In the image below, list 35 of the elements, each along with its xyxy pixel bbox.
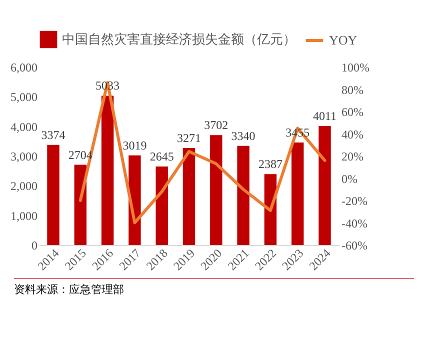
data-label: 2645: [150, 150, 174, 164]
bar: [210, 135, 222, 245]
y2-tick-label: 0%: [342, 172, 358, 186]
legend-label: YOY: [329, 32, 358, 48]
y2-tick-label: 100%: [342, 60, 370, 74]
data-label: 3019: [122, 138, 147, 152]
data-label: 3340: [231, 128, 256, 143]
y-tick-label: 6,000: [10, 60, 38, 74]
legend-label: 中国自然灾害直接经济损失金额（亿元）: [62, 32, 296, 46]
bar: [318, 126, 331, 245]
data-label: 3702: [204, 118, 228, 132]
bar: [237, 146, 250, 245]
bar: [101, 96, 114, 245]
y2-tick-label: -60%: [342, 238, 368, 252]
y-tick-label: 1,000: [10, 208, 38, 223]
y-tick-label: 5,000: [10, 90, 38, 104]
y-tick-label: 0: [32, 238, 38, 252]
y-tick-label: 3,000: [10, 150, 38, 164]
bar: [291, 142, 304, 245]
data-label: 3271: [177, 130, 201, 145]
text: 资料来源：应急管理部: [14, 278, 414, 297]
data-label: 3374: [41, 128, 66, 142]
y2-tick-label: -20%: [342, 194, 368, 208]
y2-tick-label: -40%: [342, 216, 368, 230]
y-tick-label: 4,000: [10, 120, 38, 134]
y2-tick-label: 40%: [342, 127, 364, 142]
data-label: 2387: [258, 157, 282, 172]
y-tick-label: 2,000: [10, 179, 38, 194]
data-label: 4011: [312, 109, 337, 124]
y2-tick-label: 60%: [342, 105, 364, 119]
bar: [156, 166, 168, 245]
bar: [182, 148, 196, 245]
bar: [47, 144, 60, 245]
y2-tick-label: 80%: [342, 82, 364, 97]
y2-tick-label: 20%: [342, 150, 364, 164]
